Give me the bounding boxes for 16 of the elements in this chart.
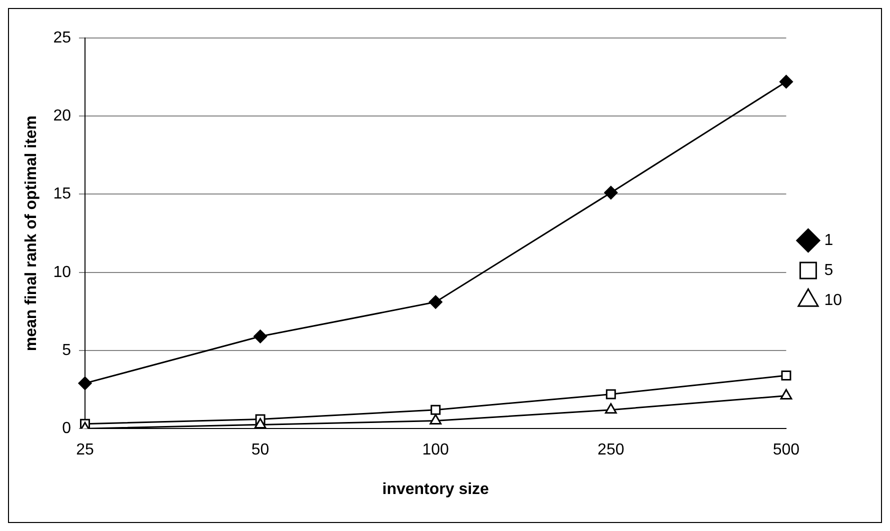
x-axis-title: inventory size xyxy=(382,480,490,498)
x-tick-label: 500 xyxy=(772,442,800,459)
y-tick-label: 25 xyxy=(53,29,72,46)
y-tick-label: 20 xyxy=(53,108,72,125)
x-tick-label: 250 xyxy=(598,442,624,459)
y-tick-label: 10 xyxy=(53,264,72,281)
legend-label: 10 xyxy=(824,292,842,309)
y-tick-label: 0 xyxy=(62,420,72,438)
y-tick-label: 5 xyxy=(62,342,72,359)
y-tick-label: 15 xyxy=(53,186,72,203)
x-tick-label: 25 xyxy=(76,442,94,459)
x-tick-label: 50 xyxy=(251,442,270,459)
x-tick-label: 100 xyxy=(422,442,450,459)
legend-label: 1 xyxy=(824,232,834,249)
y-axis-title: mean final rank of optimal item xyxy=(23,115,40,352)
legend-label: 5 xyxy=(824,262,834,279)
